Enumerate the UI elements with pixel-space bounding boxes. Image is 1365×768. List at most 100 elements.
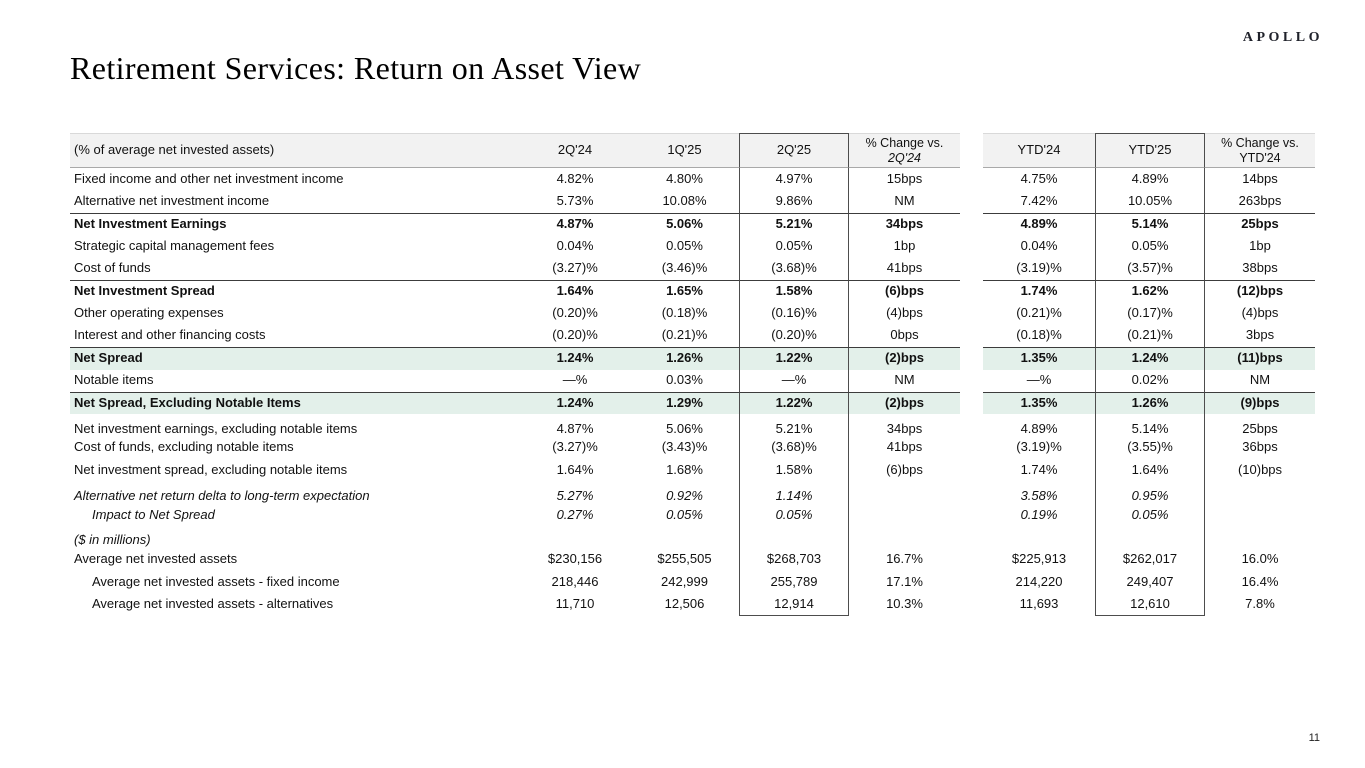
table-cell: 3bps bbox=[1245, 327, 1275, 343]
table-cell: 0.92% bbox=[666, 487, 703, 503]
table-cell: 1.58% bbox=[739, 279, 849, 303]
table-cell: 1.65% bbox=[630, 279, 739, 302]
column-gap bbox=[960, 481, 983, 504]
column-gap bbox=[960, 257, 983, 280]
table-cell bbox=[1205, 481, 1315, 503]
table-cell: (12)bps bbox=[1205, 279, 1315, 302]
table-cell: (3.46)% bbox=[661, 260, 708, 276]
table-cell: 4.97% bbox=[739, 168, 849, 191]
table-cell: (3.27)% bbox=[552, 439, 598, 455]
table-cell: (9)bps bbox=[1205, 391, 1315, 415]
table-cell: 0.95% bbox=[1095, 481, 1205, 504]
column-gap bbox=[960, 526, 983, 549]
column-header-line1: % Change vs. bbox=[1221, 136, 1299, 151]
table-cell: 38bps bbox=[1242, 260, 1278, 276]
table-cell: 1.58% bbox=[739, 459, 849, 482]
table-cell: 14bps bbox=[1242, 170, 1278, 186]
table-cell: 41bps bbox=[886, 439, 923, 455]
table-cell: 263bps bbox=[1238, 193, 1282, 209]
table-cell: 0.04% bbox=[1020, 237, 1058, 253]
table-cell: 3.58% bbox=[1020, 487, 1058, 503]
table-cell: (2)bps bbox=[849, 347, 960, 370]
table-cell: $225,913 bbox=[1011, 551, 1067, 567]
column-header-line2: YTD'24 bbox=[1239, 150, 1281, 165]
table-cell bbox=[849, 504, 960, 526]
table-cell: (3.19)% bbox=[1016, 439, 1062, 455]
table-cell: 1.68% bbox=[666, 461, 703, 477]
table-row: Cost of funds (3.27)% (3.46)% (3.68)% 41bps (… bbox=[70, 257, 1315, 280]
table-cell: (3.57)% bbox=[1095, 257, 1205, 280]
table-row: Average net invested assets - fixed inco… bbox=[70, 571, 1315, 594]
table-cell: 10.08% bbox=[662, 193, 707, 209]
table-cell: 11,710 bbox=[555, 596, 595, 612]
table-body: Fixed income and other net investment in… bbox=[70, 168, 1315, 616]
column-gap bbox=[960, 190, 983, 213]
table-cell: 1.35% bbox=[983, 347, 1095, 370]
column-header-2q24: 2Q'24 bbox=[520, 133, 630, 168]
table-cell: 1.64% bbox=[1095, 459, 1205, 482]
table-cell: (3.19)% bbox=[1016, 260, 1062, 276]
column-header-2q25: 2Q'25 bbox=[739, 133, 849, 168]
row-label: Net investment earnings, excluding notab… bbox=[74, 420, 358, 436]
table-cell: NM bbox=[894, 193, 915, 209]
table-cell: 0.19% bbox=[1020, 506, 1058, 522]
column-header-ytd25: YTD'25 bbox=[1095, 133, 1205, 168]
table-row: Net investment spread, excluding notable… bbox=[70, 459, 1315, 482]
table-cell: (2)bps bbox=[849, 391, 960, 415]
table-cell: 0.02% bbox=[1095, 369, 1205, 392]
row-label: Net Investment Earnings bbox=[70, 212, 520, 235]
table-cell: 11,693 bbox=[1019, 596, 1059, 612]
column-gap bbox=[960, 414, 983, 437]
table-cell: 1.29% bbox=[630, 391, 739, 415]
row-label: Cost of funds, excluding notable items bbox=[74, 439, 294, 455]
table-cell: 25bps bbox=[1205, 212, 1315, 235]
table-row: Average net invested assets $230,156 $255,… bbox=[70, 548, 1315, 572]
table-cell: 1.22% bbox=[739, 391, 849, 415]
table-cell: 1.64% bbox=[556, 461, 594, 477]
row-label: Net Spread, Excluding Notable Items bbox=[70, 391, 520, 415]
table-row: Net Investment Earnings 4.87% 5.06% 5.21% 34… bbox=[70, 212, 1315, 236]
table-cell bbox=[739, 526, 849, 549]
table-cell: 1.24% bbox=[1095, 347, 1205, 370]
table-row: Alternative net investment income 5.73% 10… bbox=[70, 190, 1315, 213]
table-cell: 12,610 bbox=[1095, 593, 1205, 616]
table-cell: 0.05% bbox=[666, 506, 703, 522]
table-cell: 5.73% bbox=[556, 193, 594, 209]
row-label: Net Investment Spread bbox=[70, 279, 520, 302]
table-cell: (0.20)% bbox=[552, 327, 598, 343]
table-cell: (0.18)% bbox=[661, 305, 708, 321]
table-cell: 5.21% bbox=[739, 212, 849, 236]
table-cell: (6)bps bbox=[849, 279, 960, 302]
column-gap bbox=[960, 133, 983, 168]
column-header-change-vs-2q24: % Change vs. 2Q'24 bbox=[849, 133, 960, 168]
table-cell: $255,505 bbox=[657, 551, 712, 567]
table-cell: $268,703 bbox=[739, 548, 849, 572]
row-label: ($ in millions) bbox=[74, 532, 151, 548]
table-row: Notable items —% 0.03% —% NM —% 0.02% NM bbox=[70, 369, 1315, 392]
table-cell: (0.21)% bbox=[1016, 305, 1062, 321]
table-cell: 4.89% bbox=[983, 212, 1095, 235]
table-cell: (0.20)% bbox=[552, 305, 598, 321]
table-cell: 7.42% bbox=[1020, 193, 1058, 209]
table-cell: (4)bps bbox=[886, 305, 923, 321]
table-cell: (0.20)% bbox=[739, 324, 849, 348]
table-cell: 4.89% bbox=[1020, 420, 1058, 436]
row-label: Average net invested assets - fixed inco… bbox=[92, 573, 340, 589]
table-cell bbox=[983, 526, 1095, 548]
table-cell: 1.26% bbox=[630, 347, 739, 370]
table-cell: 16.0% bbox=[1241, 551, 1279, 567]
table-cell: 5.06% bbox=[666, 420, 703, 436]
table-cell: —% bbox=[1026, 372, 1052, 388]
table-cell: 1.24% bbox=[520, 347, 630, 370]
table-cell: 0.27% bbox=[556, 506, 594, 522]
table-cell: 0.03% bbox=[666, 372, 703, 388]
table-cell: 249,407 bbox=[1095, 571, 1205, 594]
table-cell: 36bps bbox=[1242, 439, 1278, 455]
table-cell: 4.87% bbox=[520, 212, 630, 235]
table-cell: 12,914 bbox=[739, 593, 849, 616]
page-title: Retirement Services: Return on Asset Vie… bbox=[70, 50, 642, 86]
table-cell: NM bbox=[1249, 372, 1271, 388]
table-cell: 0.04% bbox=[556, 237, 594, 253]
column-gap bbox=[960, 503, 983, 527]
